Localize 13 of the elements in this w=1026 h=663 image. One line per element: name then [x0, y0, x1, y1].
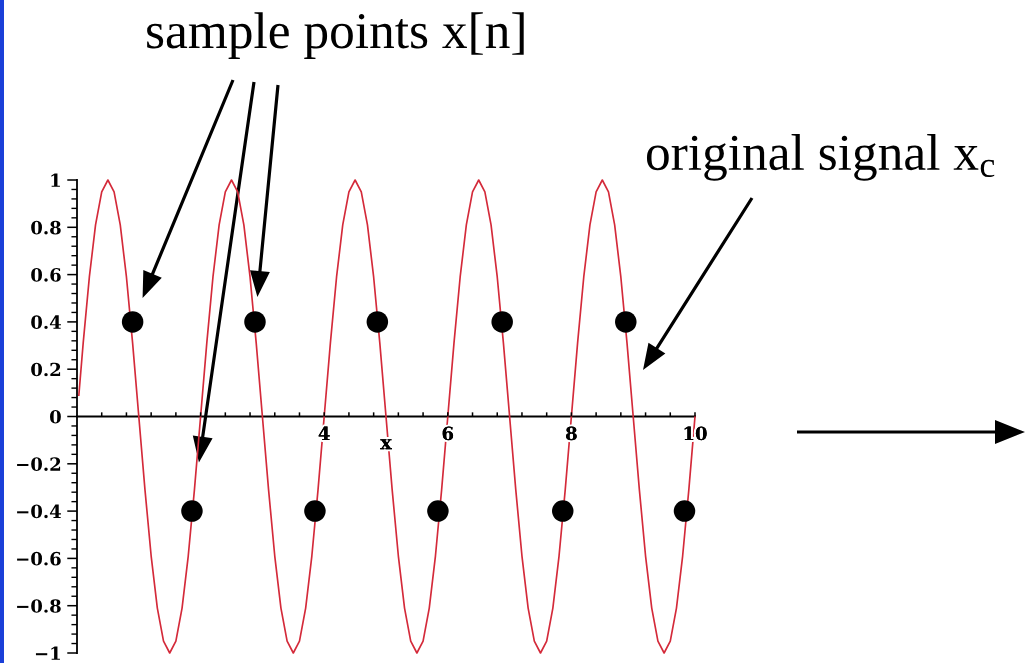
annotation: original signal x$_{c}$	[646, 134, 995, 181]
y-tick-label: 0.2	[31, 362, 61, 377]
y-tick-label: −0.6	[17, 551, 61, 566]
y-tick-label: 0.4	[31, 315, 61, 330]
y-tick-label: 0.8	[31, 220, 61, 235]
y-tick-label: −0.2	[17, 457, 61, 471]
y-tick-label: 0.6	[31, 268, 61, 282]
y-tick-label: −0.4	[17, 504, 61, 519]
text: sample points x[n]	[147, 12, 524, 59]
y-tick-label: 0	[50, 409, 61, 424]
y-tick-label: −1	[35, 646, 60, 660]
y-tick-label: 1	[51, 173, 60, 187]
y-tick-label: −0.8	[17, 599, 61, 613]
